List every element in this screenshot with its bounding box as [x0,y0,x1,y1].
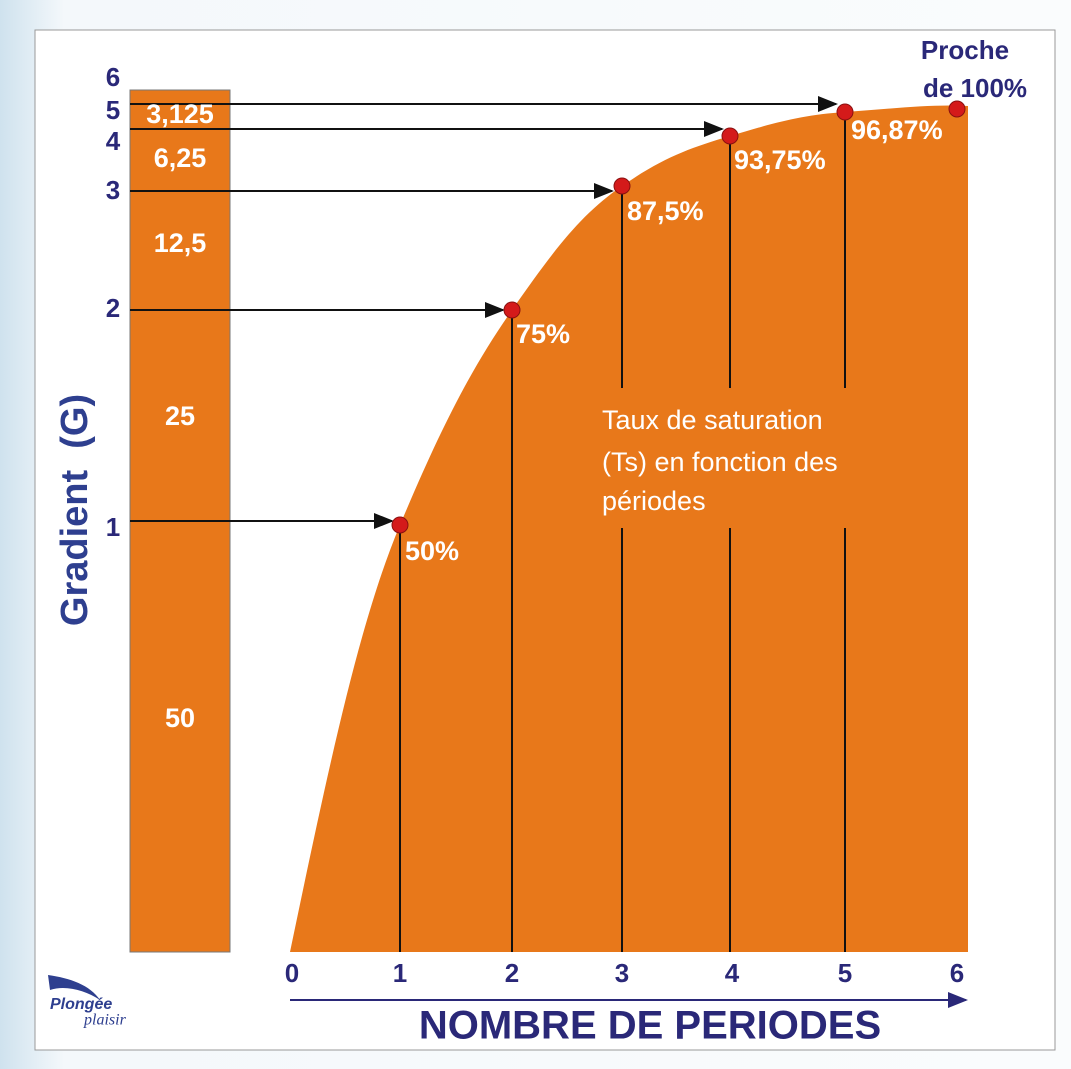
point-label: 93,75% [734,145,826,175]
level: 4 [106,126,121,156]
segment-label: 3,125 [146,99,214,129]
period: 3 [615,958,629,988]
end-note: de 100% [923,73,1027,103]
logo-text: plaisir [83,1012,127,1029]
saturation-area [290,105,968,953]
point-label: 50% [405,536,459,566]
level: 6 [106,62,120,92]
level: 1 [106,512,120,542]
point-label: 87,5% [627,196,704,226]
period: 1 [393,958,407,988]
caption: périodes [602,486,706,516]
period: 4 [725,958,740,988]
segment-label: 6,25 [154,143,207,173]
level: 2 [106,293,120,323]
level: 3 [106,175,120,205]
end-note: Proche [921,35,1009,65]
points [391,100,966,534]
segment-label: 50 [165,703,195,733]
period: 6 [950,958,964,988]
point-label: 75% [516,319,570,349]
logo-mark [48,975,100,1000]
period: 2 [505,958,519,988]
guides [130,96,846,952]
caption: (Ts) en fonction des [602,447,838,477]
segment-label: 25 [165,401,195,431]
period: 0 [285,958,299,988]
level: 5 [106,95,120,125]
y-axis-title: Gradient (G) [54,394,96,626]
logo-text: Plongée [50,996,112,1013]
period: 5 [838,958,852,988]
point-label: 96,87% [851,115,943,145]
x-axis-title: NOMBRE DE PERIODES [419,1004,881,1048]
segment-label: 12,5 [154,228,207,258]
caption: Taux de saturation [602,405,823,435]
